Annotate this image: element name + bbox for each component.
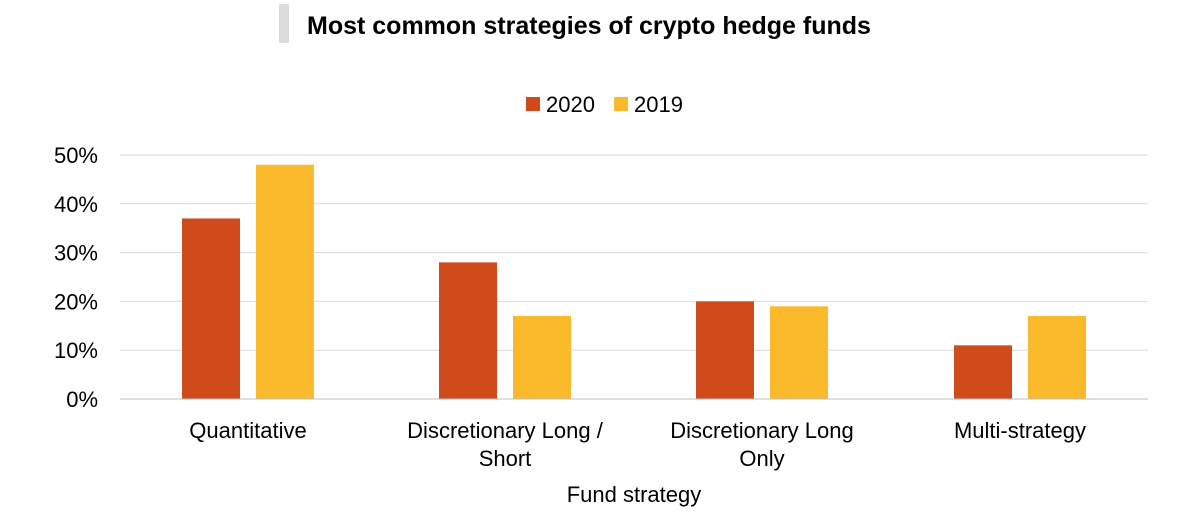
legend-label-2020: 2020: [546, 92, 595, 117]
x-tick-label: Short: [479, 446, 532, 471]
legend: 2020 2019: [526, 92, 683, 117]
x-axis: Quantitative Discretionary Long / Short Dis…: [189, 418, 1086, 471]
y-tick-label: 30%: [54, 241, 98, 266]
bar-2020-2: [696, 301, 754, 399]
y-tick-label: 20%: [54, 289, 98, 314]
legend-swatch-2020: [526, 97, 540, 111]
bar-2020-1: [439, 262, 497, 399]
bar-2020-0: [182, 218, 240, 399]
x-axis-title: Fund strategy: [567, 482, 702, 507]
x-tick-label: Only: [739, 446, 784, 471]
legend-swatch-2019: [614, 97, 628, 111]
bar-2020-3: [954, 345, 1012, 399]
y-tick-label: 0%: [66, 387, 98, 412]
x-tick-label: Discretionary Long /: [407, 418, 604, 443]
title-accent-bar: [279, 4, 289, 43]
bar-2019-2: [770, 306, 828, 399]
x-tick-label: Discretionary Long: [670, 418, 853, 443]
bar-2019-1: [513, 316, 571, 399]
y-tick-label: 10%: [54, 338, 98, 363]
bars: [182, 164, 1086, 399]
chart-title: Most common strategies of crypto hedge f…: [307, 12, 871, 40]
bar-2019-0: [256, 164, 314, 399]
y-tick-label: 50%: [54, 143, 98, 168]
legend-label-2019: 2019: [634, 92, 683, 117]
bar-2019-3: [1028, 316, 1086, 399]
x-tick-label: Multi-strategy: [954, 418, 1086, 443]
y-tick-label: 40%: [54, 192, 98, 217]
x-tick-label: Quantitative: [189, 418, 306, 443]
y-axis: 0% 10% 20% 30% 40% 50%: [54, 143, 98, 412]
